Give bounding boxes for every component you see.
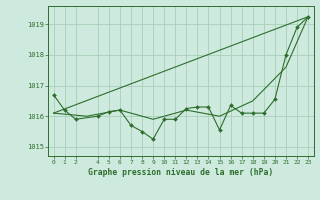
X-axis label: Graphe pression niveau de la mer (hPa): Graphe pression niveau de la mer (hPa) (88, 168, 273, 177)
